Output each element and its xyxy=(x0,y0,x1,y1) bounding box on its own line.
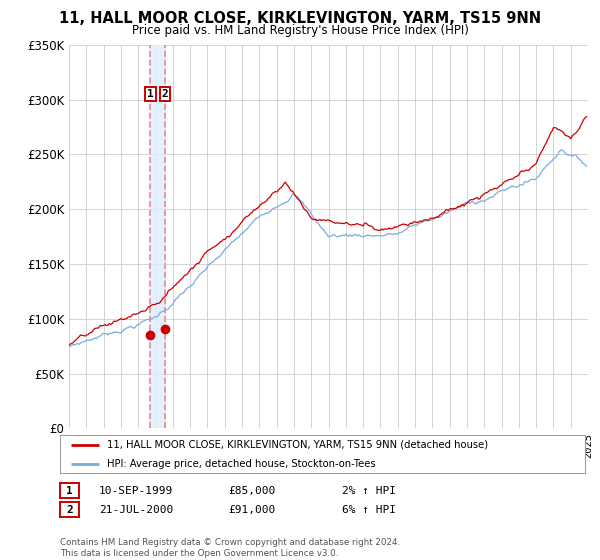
Text: 11, HALL MOOR CLOSE, KIRKLEVINGTON, YARM, TS15 9NN: 11, HALL MOOR CLOSE, KIRKLEVINGTON, YARM… xyxy=(59,11,541,26)
Text: 1: 1 xyxy=(66,486,73,496)
Text: 2: 2 xyxy=(161,89,169,99)
Text: Price paid vs. HM Land Registry's House Price Index (HPI): Price paid vs. HM Land Registry's House … xyxy=(131,24,469,36)
Text: Contains HM Land Registry data © Crown copyright and database right 2024.
This d: Contains HM Land Registry data © Crown c… xyxy=(60,538,400,558)
Bar xyxy=(151,45,165,428)
Text: 6% ↑ HPI: 6% ↑ HPI xyxy=(342,505,396,515)
Text: 11, HALL MOOR CLOSE, KIRKLEVINGTON, YARM, TS15 9NN (detached house): 11, HALL MOOR CLOSE, KIRKLEVINGTON, YARM… xyxy=(107,440,488,450)
Text: £85,000: £85,000 xyxy=(228,486,275,496)
Text: £91,000: £91,000 xyxy=(228,505,275,515)
Text: 10-SEP-1999: 10-SEP-1999 xyxy=(99,486,173,496)
Text: 21-JUL-2000: 21-JUL-2000 xyxy=(99,505,173,515)
Text: 2% ↑ HPI: 2% ↑ HPI xyxy=(342,486,396,496)
Text: 2: 2 xyxy=(66,505,73,515)
Text: HPI: Average price, detached house, Stockton-on-Tees: HPI: Average price, detached house, Stoc… xyxy=(107,459,376,469)
Text: 1: 1 xyxy=(147,89,154,99)
